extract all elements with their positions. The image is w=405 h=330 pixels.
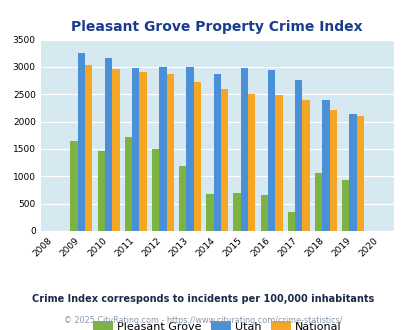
Bar xyxy=(247,94,255,231)
Bar xyxy=(186,68,193,231)
Bar xyxy=(112,69,119,231)
Bar xyxy=(70,141,77,231)
Bar xyxy=(206,194,213,231)
Bar xyxy=(77,53,85,231)
Bar xyxy=(341,180,349,231)
Bar xyxy=(132,68,139,231)
Bar xyxy=(240,68,247,231)
Bar xyxy=(213,74,220,231)
Bar xyxy=(287,212,294,231)
Bar xyxy=(151,149,159,231)
Bar xyxy=(314,173,322,231)
Bar xyxy=(349,114,356,231)
Legend: Pleasant Grove, Utah, National: Pleasant Grove, Utah, National xyxy=(88,317,345,330)
Bar xyxy=(302,100,309,231)
Bar xyxy=(260,195,267,231)
Bar xyxy=(267,70,275,231)
Bar xyxy=(233,193,240,231)
Bar xyxy=(356,116,363,231)
Title: Pleasant Grove Property Crime Index: Pleasant Grove Property Crime Index xyxy=(71,20,362,34)
Bar xyxy=(85,65,92,231)
Bar xyxy=(104,58,112,231)
Text: Crime Index corresponds to incidents per 100,000 inhabitants: Crime Index corresponds to incidents per… xyxy=(32,294,373,304)
Bar xyxy=(166,74,173,231)
Bar xyxy=(220,89,228,231)
Bar xyxy=(329,110,336,231)
Bar xyxy=(275,95,282,231)
Bar xyxy=(97,150,104,231)
Bar xyxy=(139,72,146,231)
Bar xyxy=(294,80,302,231)
Bar xyxy=(159,67,166,231)
Bar xyxy=(179,166,186,231)
Bar xyxy=(322,100,329,231)
Text: © 2025 CityRating.com - https://www.cityrating.com/crime-statistics/: © 2025 CityRating.com - https://www.city… xyxy=(64,316,341,325)
Bar xyxy=(193,82,200,231)
Bar xyxy=(124,137,132,231)
